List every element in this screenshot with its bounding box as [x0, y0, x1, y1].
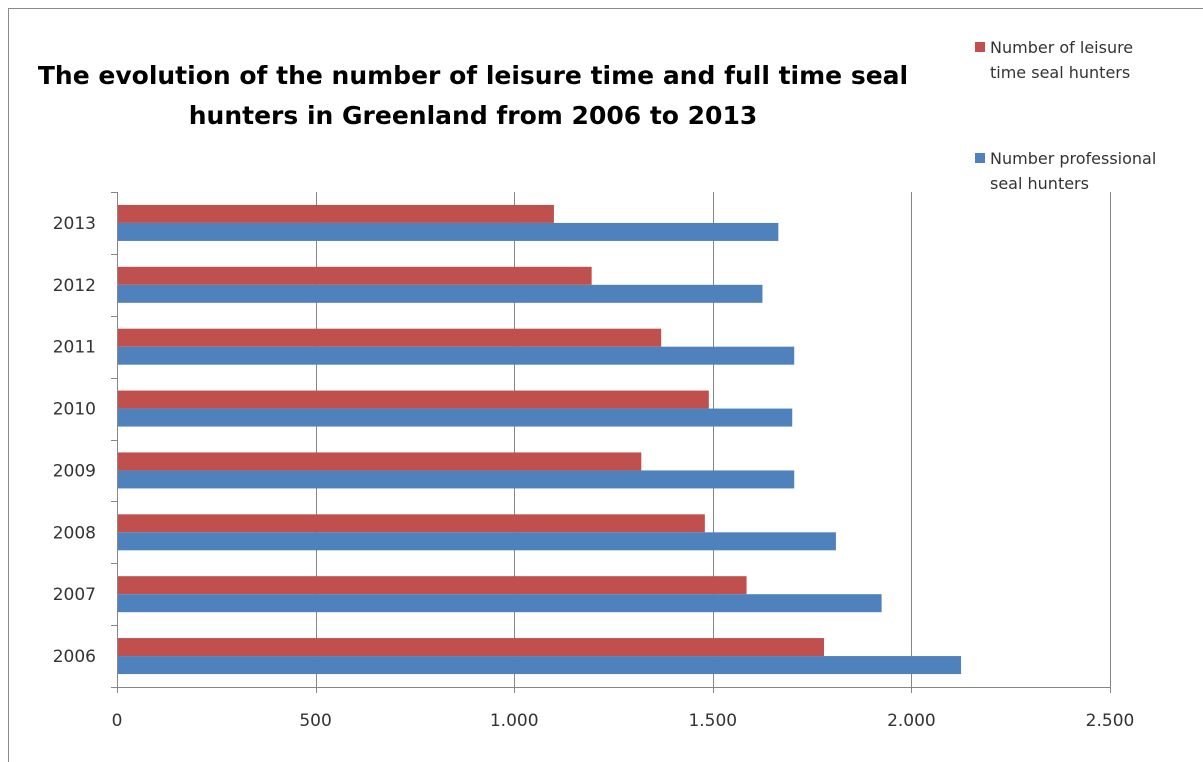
x-tick-label-4: 2.000 — [887, 711, 936, 731]
bar-2008-series-2 — [117, 532, 836, 551]
bar-2013-series-1 — [117, 204, 554, 223]
legend-swatch-2 — [975, 153, 985, 163]
y-tick-label-2010: 2010 — [53, 400, 96, 420]
y-tick-label-2012: 2012 — [53, 276, 96, 296]
y-tick-label-2013: 2013 — [53, 214, 96, 234]
chart-title-line-2: hunters in Greenland from 2006 to 2013 — [189, 101, 758, 130]
bar-2009-series-1 — [117, 452, 642, 471]
bar-2012-series-1 — [117, 266, 592, 285]
y-tick-label-2007: 2007 — [53, 585, 96, 605]
legend: Number of leisure time seal hunters Number… — [975, 38, 1156, 193]
bar-2007-series-2 — [117, 594, 882, 613]
bar-2007-series-1 — [117, 576, 747, 595]
x-tick-label-0: 0 — [112, 711, 123, 731]
bar-2013-series-2 — [117, 222, 779, 241]
legend-label-1-line-1: Number of leisure — [990, 38, 1133, 57]
bar-2010-series-2 — [117, 408, 793, 427]
chart-title: The evolution of the number of leisure t… — [38, 61, 908, 130]
x-tick-label-2: 1.000 — [490, 711, 539, 731]
gridlines — [316, 192, 1111, 687]
legend-label-1-line-2: time seal hunters — [990, 63, 1130, 82]
bar-2006-series-1 — [117, 638, 825, 657]
y-tick-label-2011: 2011 — [53, 338, 96, 358]
bar-2008-series-1 — [117, 514, 705, 533]
legend-swatch-1 — [975, 42, 985, 52]
x-tick-labels: 0 500 1.000 1.500 2.000 2.500 — [112, 711, 1135, 731]
y-tick-label-2009: 2009 — [53, 461, 96, 481]
bar-2011-series-1 — [117, 328, 662, 347]
bars — [117, 204, 962, 675]
bar-2012-series-2 — [117, 284, 763, 303]
bar-2009-series-2 — [117, 470, 795, 489]
legend-label-2-line-2: seal hunters — [990, 174, 1089, 193]
x-tick-label-5: 2.500 — [1086, 711, 1135, 731]
axes — [111, 192, 1111, 693]
bar-2010-series-1 — [117, 390, 709, 409]
x-tick-label-3: 1.500 — [688, 711, 737, 731]
y-tick-labels: 2006 2007 2008 2009 2010 2011 2012 2013 — [53, 214, 96, 667]
x-tick-label-1: 500 — [299, 711, 331, 731]
y-tick-label-2008: 2008 — [53, 523, 96, 543]
chart-title-line-1: The evolution of the number of leisure t… — [38, 61, 908, 90]
legend-label-2-line-1: Number professional — [990, 149, 1156, 168]
bar-2006-series-2 — [117, 656, 962, 675]
bar-2011-series-2 — [117, 346, 795, 365]
y-tick-label-2006: 2006 — [53, 647, 96, 667]
chart-area — [8, 8, 1203, 762]
